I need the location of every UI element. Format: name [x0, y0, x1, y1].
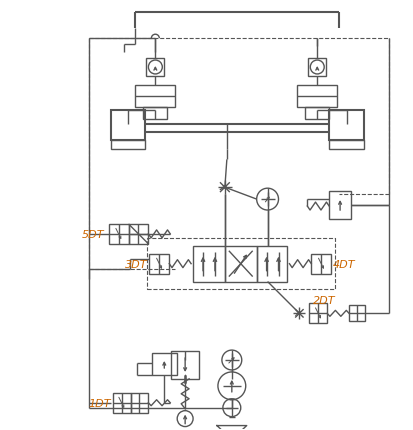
Bar	[349, 306, 365, 322]
Bar	[111, 111, 145, 140]
Bar	[143, 108, 167, 120]
Text: 3DT: 3DT	[125, 259, 147, 269]
Bar	[152, 353, 177, 375]
Text: 4DT: 4DT	[333, 259, 356, 269]
Bar	[135, 86, 175, 108]
Bar	[329, 192, 351, 219]
Bar	[131, 393, 148, 413]
Text: 2DT: 2DT	[313, 296, 336, 306]
Bar	[111, 140, 145, 150]
Bar	[225, 246, 256, 282]
Bar	[256, 246, 287, 282]
Bar	[329, 140, 364, 150]
Text: 5DT: 5DT	[82, 229, 104, 240]
Bar	[311, 254, 331, 274]
Bar	[109, 224, 128, 244]
Bar	[150, 254, 169, 274]
Bar	[171, 351, 199, 379]
Bar	[305, 108, 329, 120]
Bar	[297, 86, 337, 108]
Text: 1DT: 1DT	[88, 398, 111, 408]
Bar	[309, 59, 326, 77]
Bar	[146, 59, 164, 77]
Bar	[193, 246, 225, 282]
Bar	[128, 224, 148, 244]
Polygon shape	[217, 426, 247, 430]
Bar	[329, 111, 364, 140]
Bar	[113, 393, 131, 413]
Bar	[309, 304, 327, 323]
Bar	[147, 238, 335, 290]
